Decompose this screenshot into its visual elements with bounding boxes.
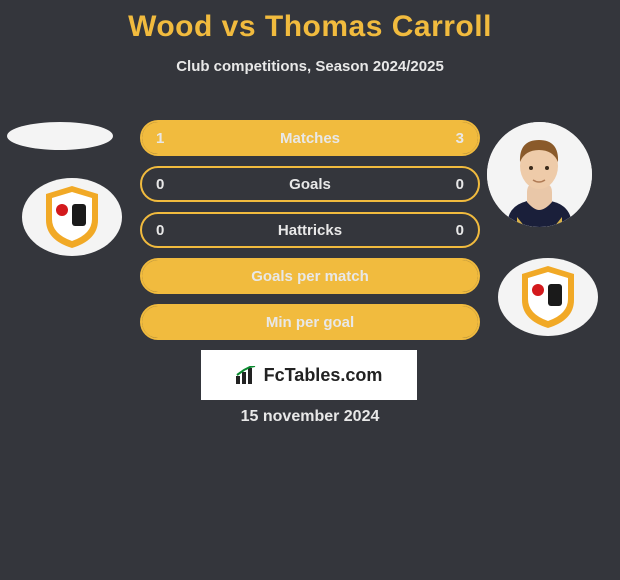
stats-block: 1 Matches 3 0 Goals 0 0 Hattricks 0 Goal… <box>140 120 480 350</box>
comparison-card: Wood vs Thomas Carroll Club competitions… <box>0 0 620 580</box>
subtitle: Club competitions, Season 2024/2025 <box>0 58 620 75</box>
stat-row-matches: 1 Matches 3 <box>140 120 480 156</box>
stat-right-value: 0 <box>456 222 464 239</box>
player-right-photo <box>487 122 592 227</box>
stat-label: Min per goal <box>266 314 354 331</box>
stat-left-value: 0 <box>156 176 164 193</box>
stat-row-goals-per-match: Goals per match <box>140 258 480 294</box>
branding-text: FcTables.com <box>264 365 383 386</box>
stat-row-goals: 0 Goals 0 <box>140 166 480 202</box>
mk-dons-badge-icon <box>518 264 578 330</box>
stat-label: Hattricks <box>278 222 342 239</box>
stat-label: Goals <box>289 176 331 193</box>
stat-label: Goals per match <box>251 268 369 285</box>
page-title: Wood vs Thomas Carroll <box>0 0 620 44</box>
player-left-club-badge <box>22 178 122 256</box>
fctables-branding: FcTables.com <box>201 350 417 400</box>
date-text: 15 november 2024 <box>0 408 620 426</box>
player-left-photo <box>7 122 113 150</box>
stat-row-hattricks: 0 Hattricks 0 <box>140 212 480 248</box>
player-right-club-badge <box>498 258 598 336</box>
stat-label: Matches <box>280 130 340 147</box>
stat-row-min-per-goal: Min per goal <box>140 304 480 340</box>
bars-icon <box>236 366 258 384</box>
stat-right-value: 3 <box>456 130 464 147</box>
mk-dons-badge-icon <box>42 184 102 250</box>
stat-left-value: 0 <box>156 222 164 239</box>
stat-left-value: 1 <box>156 130 164 147</box>
player-face-icon <box>487 122 592 227</box>
stat-right-value: 0 <box>456 176 464 193</box>
